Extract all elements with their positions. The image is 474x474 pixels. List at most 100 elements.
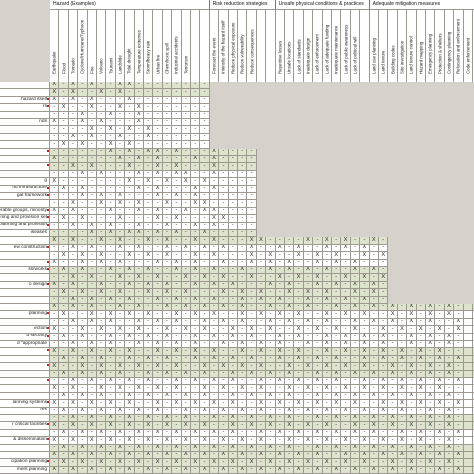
matrix-cell: X <box>238 289 248 297</box>
matrix-cell: X <box>97 429 107 438</box>
matrix-cell <box>463 133 473 142</box>
matrix-cell: - <box>78 82 88 90</box>
matrix-cell <box>463 207 473 216</box>
matrix-cell: X <box>397 429 408 438</box>
matrix-cell: X <box>87 96 97 105</box>
matrix-cell <box>388 104 398 112</box>
matrix-cell: - <box>219 311 229 319</box>
matrix-cell: - <box>78 400 88 408</box>
matrix-cell: - <box>144 363 154 371</box>
matrix-cell: - <box>181 385 191 393</box>
matrix-cell: - <box>322 274 332 282</box>
matrix-cell: X <box>115 385 126 393</box>
matrix-cell: - <box>59 193 69 201</box>
matrix-cell: - <box>360 415 370 423</box>
matrix-cell: - <box>115 119 126 127</box>
matrix-cell <box>275 126 285 134</box>
matrix-cell: - <box>397 341 408 349</box>
matrix-cell: - <box>303 444 314 452</box>
matrix-cell: X <box>115 193 126 201</box>
matrix-cell: - <box>181 126 191 134</box>
matrix-cell <box>332 104 342 112</box>
matrix-cell: - <box>341 326 351 334</box>
matrix-cell: X <box>125 148 135 156</box>
matrix-cell: - <box>181 200 191 208</box>
matrix-cell: X <box>350 304 361 312</box>
column-header: Terrorism <box>181 10 191 82</box>
matrix-cell: - <box>388 333 398 341</box>
matrix-cell: - <box>87 281 97 290</box>
matrix-cell <box>360 111 370 119</box>
matrix-cell: X <box>50 237 60 245</box>
matrix-cell: - <box>59 126 69 134</box>
matrix-cell: - <box>153 244 163 253</box>
matrix-cell: - <box>97 222 107 230</box>
matrix-cell: X <box>379 452 389 460</box>
matrix-cell: X <box>228 378 238 386</box>
row-label <box>0 378 50 386</box>
row-label: ment planning <box>0 466 50 474</box>
matrix-cell <box>454 193 464 201</box>
column-header-label: Lack of enforcement <box>314 34 320 74</box>
matrix-cell <box>388 222 398 230</box>
matrix-cell: - <box>341 392 351 401</box>
matrix-cell: - <box>59 156 69 164</box>
matrix-cell: X <box>78 259 88 267</box>
matrix-cell: X <box>209 444 220 452</box>
matrix-cell: - <box>275 415 285 423</box>
matrix-cell: X <box>50 348 60 356</box>
matrix-cell: - <box>360 259 370 267</box>
matrix-cell: - <box>50 378 60 386</box>
column-header: Tsunami <box>106 10 116 82</box>
matrix-cell <box>360 141 370 149</box>
matrix-cell: - <box>68 267 79 275</box>
matrix-cell: - <box>191 178 201 186</box>
matrix-cell <box>209 141 220 149</box>
matrix-cell: - <box>200 444 210 452</box>
matrix-cell: X <box>444 363 455 371</box>
row-flag-marker <box>47 97 49 100</box>
matrix-cell <box>397 104 408 112</box>
matrix-cell <box>407 200 417 208</box>
matrix-cell: - <box>219 252 229 260</box>
matrix-cell <box>350 200 361 208</box>
matrix-cell <box>407 289 417 297</box>
matrix-cell: - <box>115 207 126 216</box>
matrix-cell: - <box>238 215 248 223</box>
matrix-cell: X <box>322 341 332 349</box>
matrix-cell: X <box>285 407 295 415</box>
matrix-cell: - <box>68 193 79 201</box>
matrix-cell: - <box>454 459 464 467</box>
matrix-cell: - <box>191 318 201 327</box>
matrix-cell: - <box>275 259 285 267</box>
matrix-cell: X <box>50 207 60 216</box>
matrix-cell: - <box>87 119 97 127</box>
matrix-cell: - <box>313 311 323 319</box>
matrix-cell: - <box>181 296 191 304</box>
matrix-cell: - <box>87 444 97 452</box>
matrix-cell <box>332 230 342 238</box>
matrix-cell: - <box>219 370 229 378</box>
matrix-cell: - <box>181 318 191 327</box>
matrix-cell <box>444 222 455 230</box>
matrix-cell <box>294 126 304 134</box>
matrix-cell <box>275 89 285 97</box>
matrix-cell <box>435 185 445 193</box>
matrix-cell: - <box>407 437 417 445</box>
matrix-cell: - <box>50 141 60 149</box>
matrix-cell: - <box>153 96 163 105</box>
row-label <box>0 141 50 149</box>
matrix-cell: - <box>172 466 182 474</box>
matrix-cell: X <box>388 363 398 371</box>
matrix-cell: X <box>341 296 351 304</box>
matrix-cell: X <box>322 296 332 304</box>
matrix-cell <box>407 163 417 171</box>
matrix-cell: X <box>275 400 285 408</box>
matrix-cell: X <box>322 244 332 253</box>
matrix-cell <box>454 281 464 290</box>
column-header-label: Land tenure control <box>408 36 414 74</box>
row-flag-marker <box>47 194 49 196</box>
matrix-cell: X <box>360 274 370 282</box>
matrix-cell <box>275 82 285 90</box>
matrix-cell <box>388 163 398 171</box>
